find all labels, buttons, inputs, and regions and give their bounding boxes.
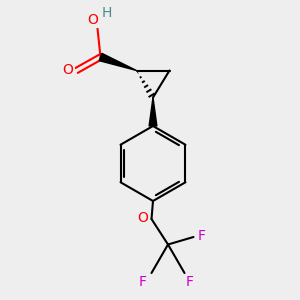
Polygon shape bbox=[149, 98, 157, 126]
Text: F: F bbox=[186, 275, 194, 289]
Text: O: O bbox=[63, 64, 74, 77]
Text: F: F bbox=[198, 229, 206, 242]
Text: H: H bbox=[101, 6, 112, 20]
Text: O: O bbox=[88, 13, 98, 27]
Text: F: F bbox=[139, 275, 147, 289]
Polygon shape bbox=[99, 53, 136, 70]
Text: O: O bbox=[137, 211, 148, 224]
